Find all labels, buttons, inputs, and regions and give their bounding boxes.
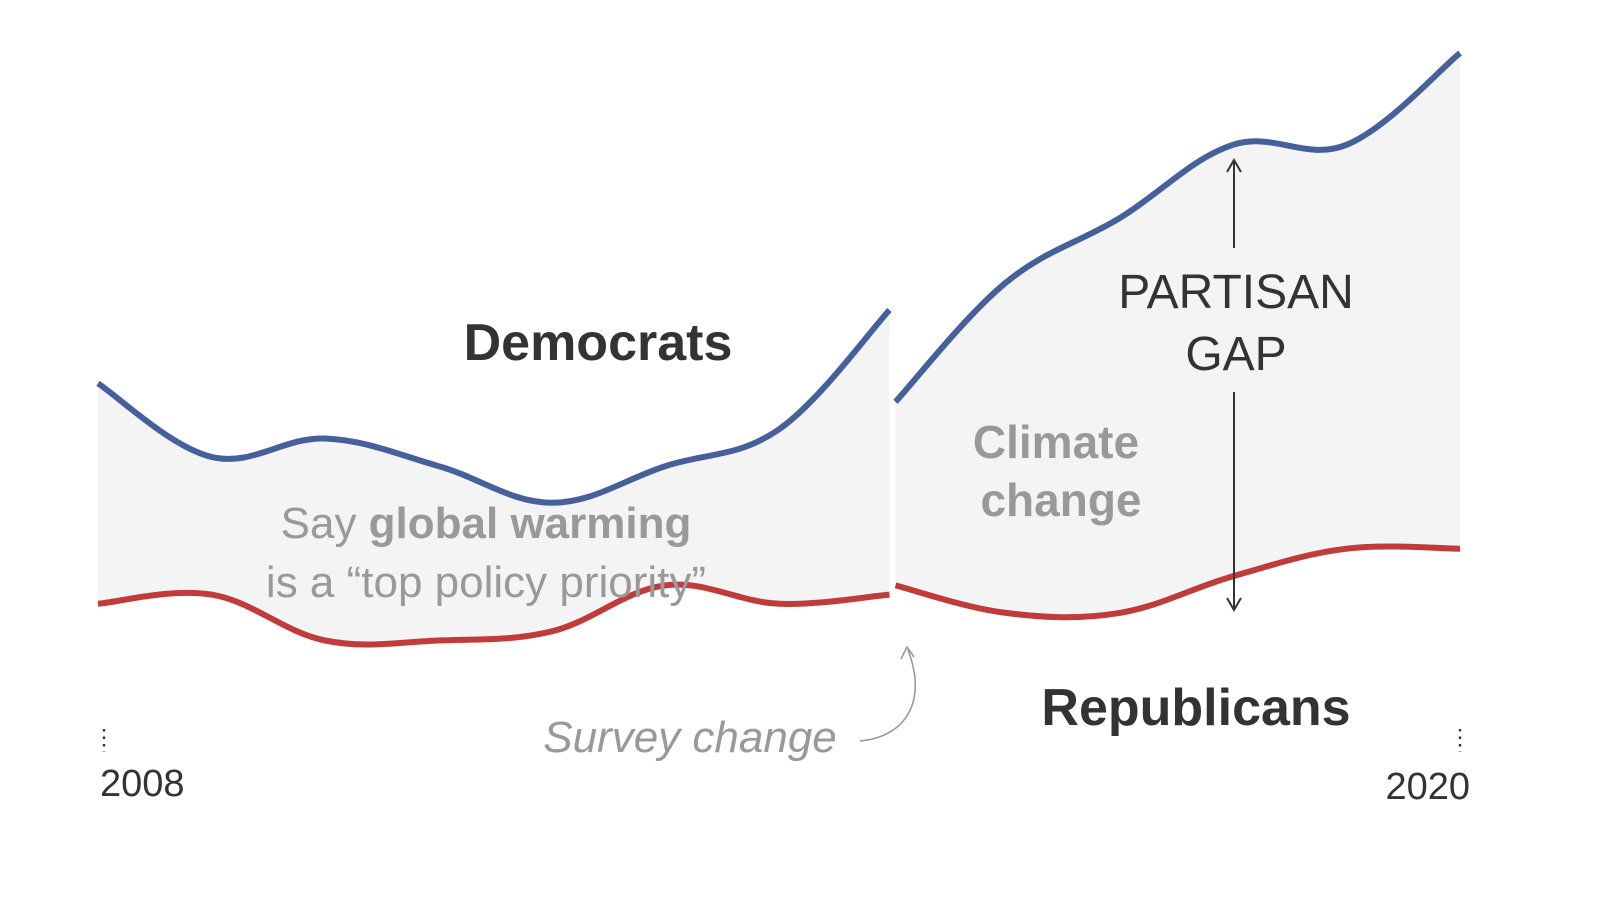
gap-arrowhead-down (1226, 597, 1242, 612)
gap-band-2 (895, 53, 1460, 618)
bands-layer (98, 53, 1460, 645)
gap-arrowhead-up (1226, 158, 1242, 173)
x-tick-label-2020: 2020 (1385, 766, 1470, 808)
lines-layer (96, 50, 1462, 648)
survey-change-arrow (859, 645, 917, 742)
democrats-line-segment-1 (96, 307, 892, 506)
band-label-prefix: Say (281, 499, 369, 548)
x-tick-label-2008: 2008 (100, 763, 185, 805)
democrats-line-segment-2 (893, 50, 1462, 404)
band-label-priority: is a “top policy priority” (266, 558, 706, 607)
survey-change-arrowhead (900, 645, 915, 660)
republicans-label: Republicans (1041, 679, 1350, 737)
partisan-gap-arrow (1226, 158, 1242, 612)
band-label-climate: Climate (973, 416, 1139, 468)
republicans-line-segment-1 (97, 581, 890, 648)
gap-band-1 (98, 310, 890, 645)
partisan-gap-label-line2: GAP (1185, 328, 1286, 381)
band-label-change: change (980, 474, 1141, 526)
survey-change-arrow-curve (859, 649, 917, 742)
survey-change-label: Survey change (543, 713, 837, 762)
band-label-global-warming: Say global warming (281, 499, 692, 548)
republicans-line-segment-2 (894, 543, 1461, 621)
band-label-bold: global warming (369, 499, 692, 548)
democrats-label: Democrats (464, 314, 733, 372)
partisan-gap-label-line1: PARTISAN (1118, 266, 1354, 319)
